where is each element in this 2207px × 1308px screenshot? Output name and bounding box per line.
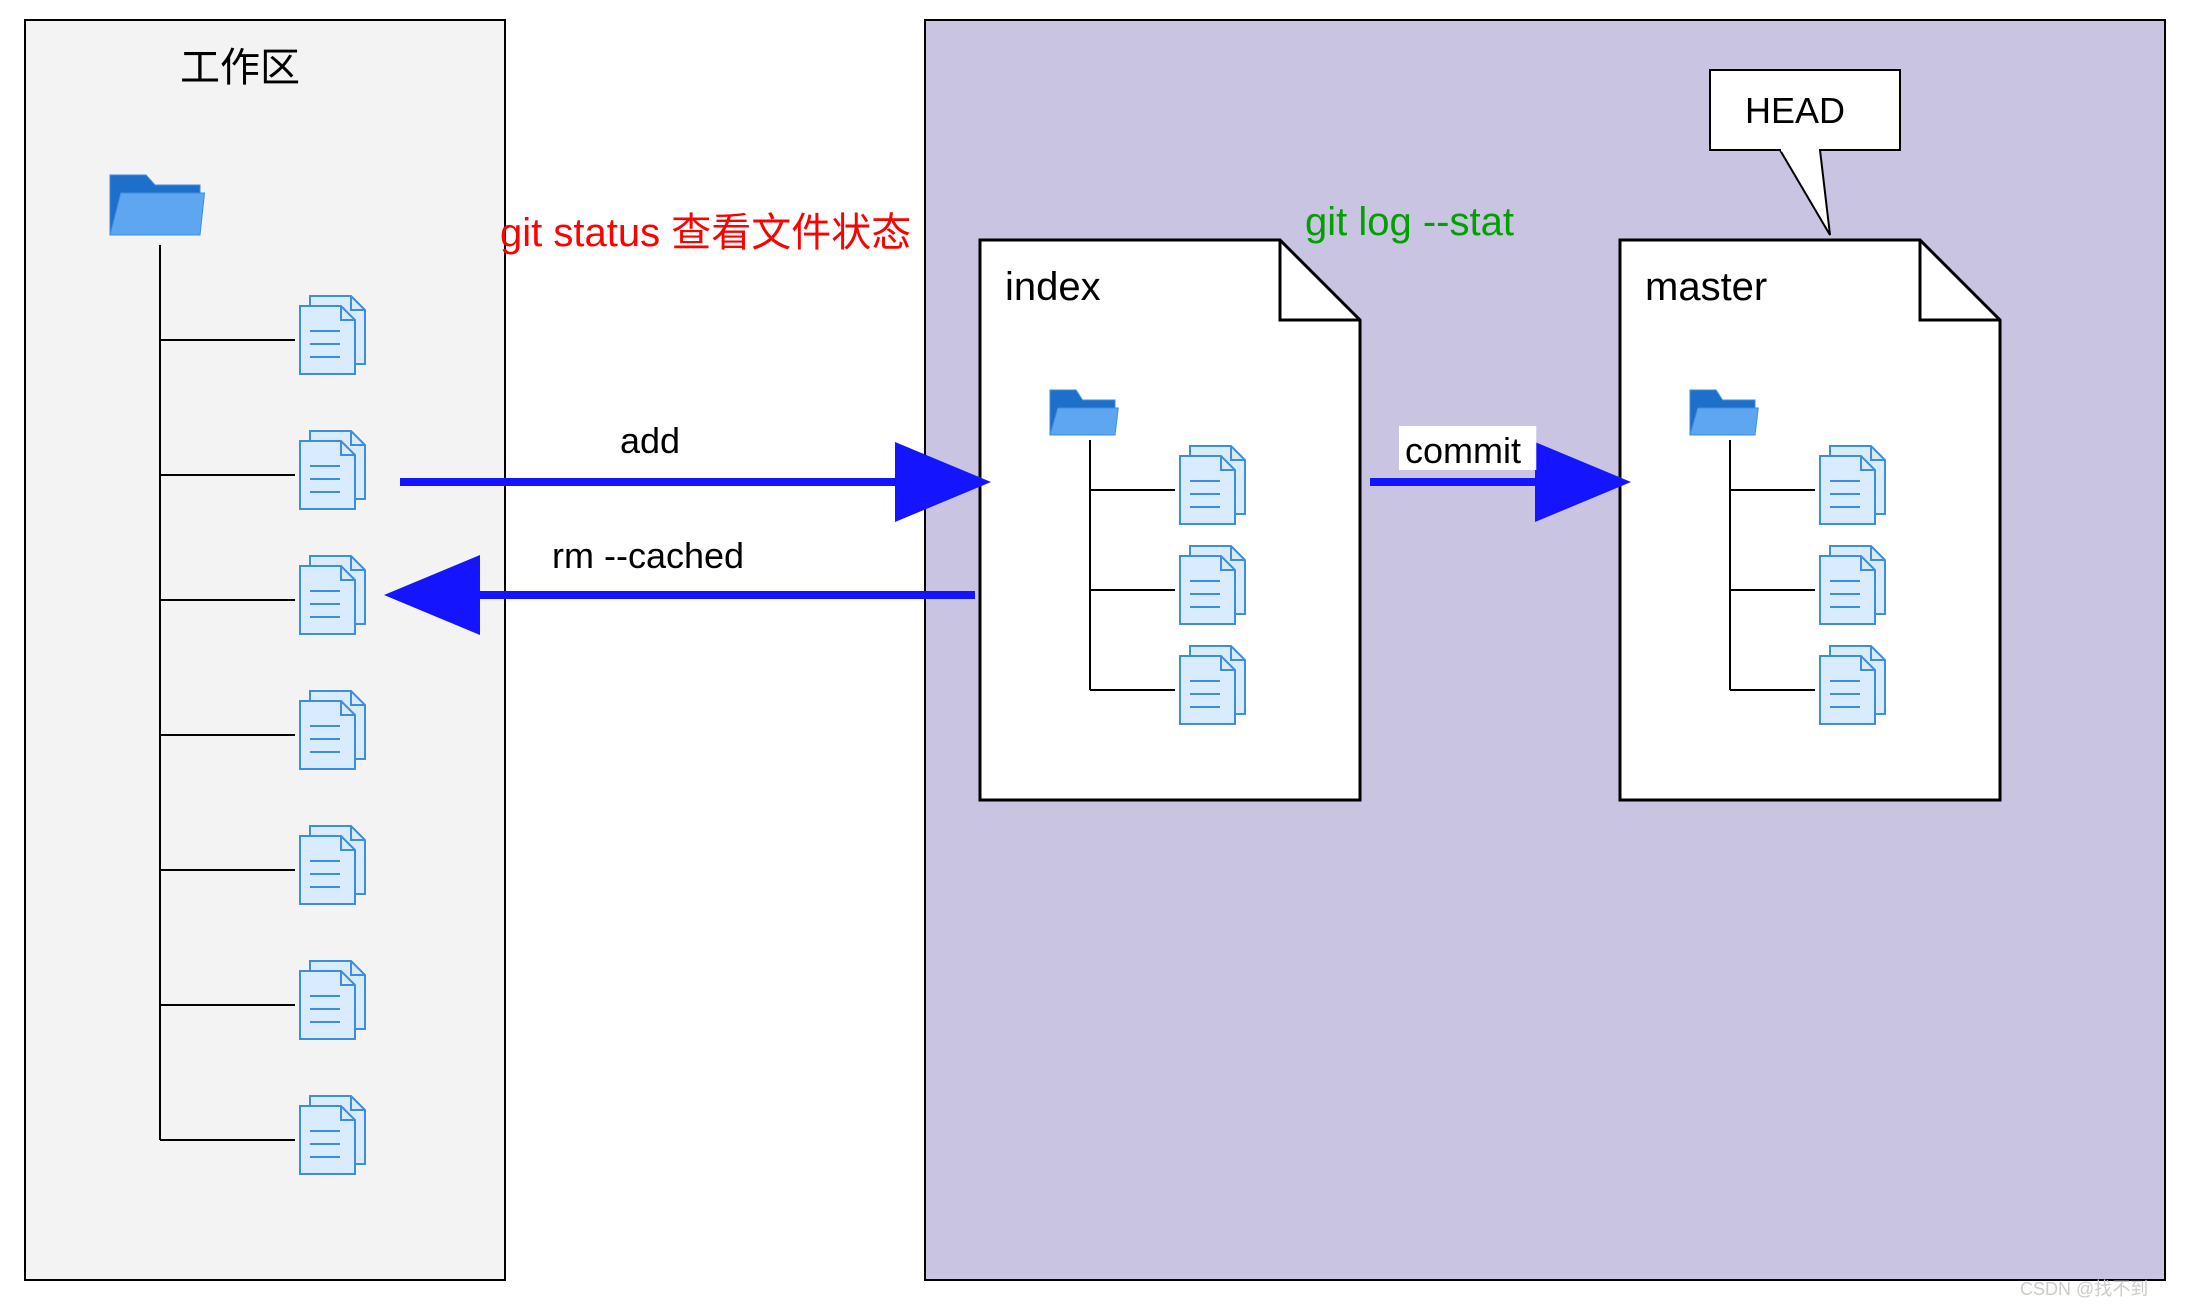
- head-label: HEAD: [1745, 90, 1845, 132]
- index-tree-file-icon-1: [1180, 546, 1245, 624]
- index-tree-file-icon-0: [1180, 446, 1245, 524]
- commit-command-label: commit: [1405, 430, 1521, 472]
- master-tree-file-icon-0: [1820, 446, 1885, 524]
- working-area-box: [25, 20, 505, 1280]
- watermark-text: CSDN @找不到: [2020, 1275, 2148, 1301]
- git-workflow-diagram: [0, 0, 2207, 1308]
- git-log-annotation: git log --stat: [1305, 200, 1514, 245]
- master-tree-file-icon-1: [1820, 546, 1885, 624]
- add-command-label: add: [620, 420, 680, 462]
- master-label: master: [1645, 265, 1767, 310]
- workarea-tree-file-icon-4: [300, 826, 365, 904]
- git-status-annotation: git status 查看文件状态: [500, 200, 911, 258]
- workarea-tree-file-icon-5: [300, 961, 365, 1039]
- workarea-tree-file-icon-3: [300, 691, 365, 769]
- index-label: index: [1005, 265, 1101, 310]
- index-tree-file-icon-2: [1180, 646, 1245, 724]
- master-tree-file-icon-2: [1820, 646, 1885, 724]
- rm-cached-command-label: rm --cached: [552, 535, 744, 577]
- master-document: [1620, 240, 2000, 800]
- workarea-tree-file-icon-6: [300, 1096, 365, 1174]
- index-document: [980, 240, 1360, 800]
- workarea-tree-file-icon-0: [300, 296, 365, 374]
- workarea-tree-file-icon-1: [300, 431, 365, 509]
- workarea-tree-file-icon-2: [300, 556, 365, 634]
- working-area-title: 工作区: [180, 35, 300, 93]
